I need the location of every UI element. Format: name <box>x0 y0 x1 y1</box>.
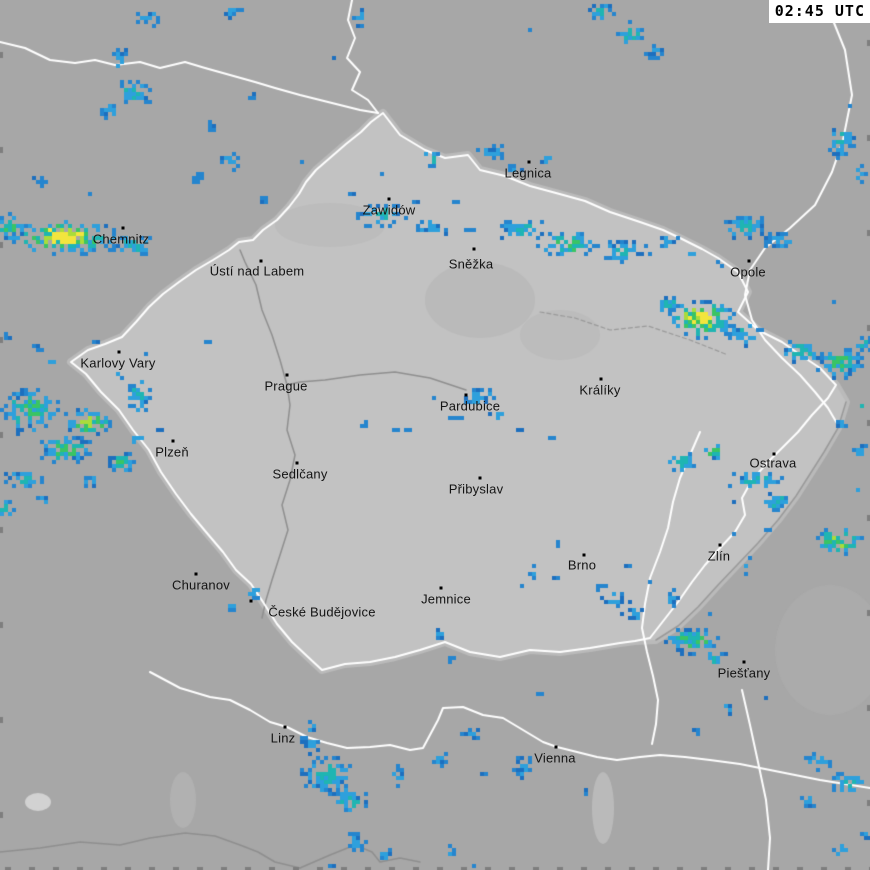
city-dot <box>742 660 746 664</box>
city-label: Karlovy Vary <box>80 355 156 371</box>
city-dot <box>171 439 175 443</box>
city-dot <box>249 599 253 603</box>
city-dot <box>194 572 198 576</box>
city-dot <box>283 725 287 729</box>
timestamp-badge: 02:45 UTC <box>768 0 870 23</box>
city-dot <box>117 350 121 354</box>
city-label: Ústí nad Labem <box>209 263 305 279</box>
timestamp-text: 02:45 UTC <box>774 2 865 20</box>
city-dot <box>439 586 443 590</box>
city-label: Churanov <box>172 577 230 593</box>
city-label: Zlín <box>707 548 731 564</box>
city-label: Legnica <box>504 165 552 181</box>
city-label: Pardubice <box>439 398 501 414</box>
city-dot <box>554 745 558 749</box>
city-label: Sněžka <box>448 256 494 272</box>
city-dot <box>478 476 482 480</box>
city-dot <box>599 377 603 381</box>
city-label: Brno <box>567 557 597 573</box>
city-label: Opole <box>730 264 766 280</box>
city-label: Vienna <box>534 750 576 766</box>
city-dot <box>718 543 722 547</box>
city-label: Jemnice <box>421 591 471 607</box>
city-dot <box>121 226 125 230</box>
city-label: České Budějovice <box>268 604 376 620</box>
city-label: Plzeň <box>155 444 189 460</box>
city-dot <box>472 247 476 251</box>
city-dot <box>295 461 299 465</box>
city-dot <box>285 373 289 377</box>
city-label: Ostrava <box>749 455 797 471</box>
city-dot <box>259 259 263 263</box>
city-dot <box>387 197 391 201</box>
city-label: Zawidów <box>362 202 416 218</box>
city-dot <box>464 393 468 397</box>
city-label: Sedlčany <box>272 466 328 482</box>
city-dot <box>582 553 586 557</box>
city-label: Přibyslav <box>448 481 504 497</box>
city-dot <box>772 452 776 456</box>
city-label: Králíky <box>579 382 621 398</box>
city-dot <box>527 160 531 164</box>
city-label: Chemnitz <box>92 231 150 247</box>
city-label: Prague <box>264 378 308 394</box>
city-dot <box>747 259 751 263</box>
city-label: Piešťany <box>717 665 771 681</box>
city-label: Linz <box>270 730 296 746</box>
